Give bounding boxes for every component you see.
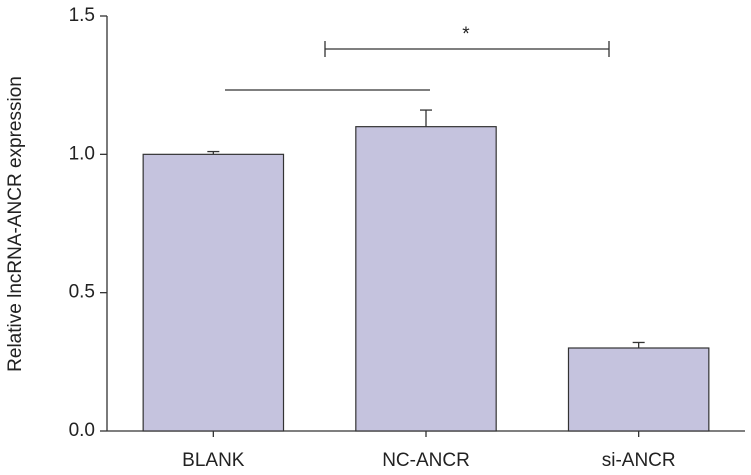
x-tick-label: NC-ANCR [382, 450, 470, 471]
x-tick-label: si-ANCR [602, 450, 676, 471]
significance-label: * [462, 24, 470, 45]
y-tick-label: 0.0 [69, 420, 95, 441]
x-tick-label: BLANK [182, 450, 245, 471]
bar [142, 153, 285, 432]
y-tick-label: 0.5 [69, 282, 95, 303]
bar [567, 347, 710, 432]
y-axis-label: Relative lncRNA-ANCR expression [5, 76, 26, 372]
y-tick-label: 1.0 [69, 143, 95, 164]
bar [355, 126, 497, 432]
y-tick-label: 1.5 [69, 5, 95, 26]
